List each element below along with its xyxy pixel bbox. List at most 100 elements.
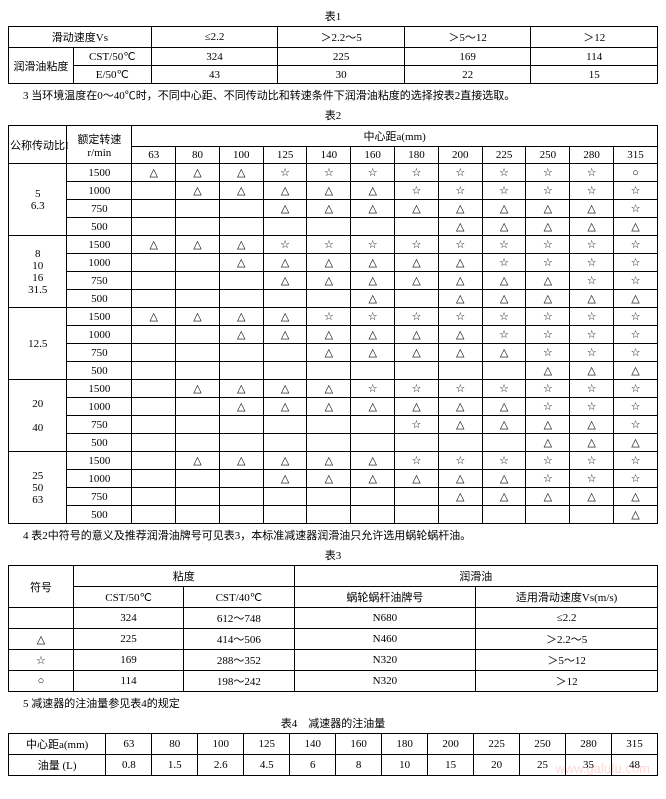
- t3-sub-0: CST/50℃: [73, 587, 183, 608]
- t2-cell: [219, 218, 263, 236]
- t2-cell: △: [351, 182, 395, 200]
- t2-cell: △: [438, 488, 482, 506]
- t1-cst-3: 169: [404, 48, 531, 66]
- t2-cell: [263, 416, 307, 434]
- t2-cell: ☆: [614, 452, 658, 470]
- t4-cell: 25: [520, 755, 566, 776]
- t2-cell: △: [219, 182, 263, 200]
- t2-cell: [219, 362, 263, 380]
- t2-cell: △: [219, 326, 263, 344]
- t2-cell: △: [176, 236, 220, 254]
- t2-cell: ☆: [307, 308, 351, 326]
- t2-cell: △: [570, 200, 614, 218]
- t2-cell: △: [176, 164, 220, 182]
- t2-cell: △: [176, 452, 220, 470]
- t2-cell: [263, 434, 307, 452]
- t2-cell: [395, 506, 439, 524]
- t2-cell: △: [307, 326, 351, 344]
- t2-cell: ☆: [526, 344, 570, 362]
- t2-cell: ☆: [614, 236, 658, 254]
- t2-group-4: 25 50 63: [9, 452, 67, 524]
- t2-cell: [438, 362, 482, 380]
- t2-cell: ☆: [526, 308, 570, 326]
- t2-speed-1-1: 1000: [67, 254, 132, 272]
- t2-cell: [351, 488, 395, 506]
- t2-cell: ☆: [438, 236, 482, 254]
- t4-cell: 2.6: [198, 755, 244, 776]
- t2-cell: ☆: [570, 164, 614, 182]
- t2-cell: ☆: [482, 254, 526, 272]
- t2-cell: △: [438, 218, 482, 236]
- t1-lublabel: 润滑油粘度: [9, 48, 74, 84]
- t2-cell: ☆: [438, 308, 482, 326]
- t4-cell: 140: [290, 734, 336, 755]
- t4-cell: 250: [520, 734, 566, 755]
- t2-cell: [351, 416, 395, 434]
- t2-cell: [132, 506, 176, 524]
- t4-cell: 225: [474, 734, 520, 755]
- t2-cell: △: [614, 506, 658, 524]
- t2-speed-1-3: 500: [67, 290, 132, 308]
- table2: 公称传动比I额定转速r/min中心距a(mm)63801001251401601…: [8, 125, 658, 524]
- t2-cell: △: [263, 470, 307, 488]
- t2-col-11: 315: [614, 147, 658, 164]
- t2-col-5: 160: [351, 147, 395, 164]
- t4-cell: 63: [106, 734, 152, 755]
- t3-h-visc: 粘度: [73, 566, 294, 587]
- t2-cell: [219, 272, 263, 290]
- t2-cell: △: [351, 344, 395, 362]
- t2-cell: △: [395, 470, 439, 488]
- t3-h-sym: 符号: [9, 566, 74, 608]
- note3: 3 当环境温度在0～40℃时，不同中心距、不同传动比和转速条件下润滑油粘度的选择…: [23, 87, 658, 103]
- t2-cell: [307, 416, 351, 434]
- t2-cell: [132, 470, 176, 488]
- t2-cell: △: [526, 434, 570, 452]
- t2-cell: △: [263, 272, 307, 290]
- t2-cell: [132, 488, 176, 506]
- t2-cell: ☆: [526, 254, 570, 272]
- t4-cell: 10: [382, 755, 428, 776]
- t2-cell: △: [482, 398, 526, 416]
- t3-cell: 114: [73, 671, 183, 692]
- t2-cell: [307, 506, 351, 524]
- t2-cell: ☆: [395, 416, 439, 434]
- t2-cell: ☆: [614, 272, 658, 290]
- t2-cell: △: [570, 218, 614, 236]
- t2-cell: ☆: [307, 164, 351, 182]
- t2-cell: [307, 290, 351, 308]
- t2-cell: [132, 326, 176, 344]
- t2-cell: ☆: [438, 182, 482, 200]
- t2-cell: △: [526, 290, 570, 308]
- t2-cell: △: [395, 254, 439, 272]
- t2-cell: ☆: [482, 236, 526, 254]
- t2-cell: △: [570, 362, 614, 380]
- table1: 滑动速度Vs ≤2.2 ＞2.2～5 ＞5～12 ＞12 润滑油粘度 CST/5…: [8, 26, 658, 84]
- t4-cell: 6: [290, 755, 336, 776]
- t3-sub-2: 蜗轮蜗杆油牌号: [294, 587, 476, 608]
- t2-cell: [263, 362, 307, 380]
- t2-speed-2-0: 1500: [67, 308, 132, 326]
- t1-cst-2: 225: [278, 48, 405, 66]
- t2-cell: [176, 434, 220, 452]
- t2-cell: △: [307, 200, 351, 218]
- t2-cell: ☆: [614, 344, 658, 362]
- t2-cell: △: [614, 434, 658, 452]
- t3-cell: 612～748: [184, 608, 294, 629]
- t2-cell: ☆: [570, 182, 614, 200]
- t2-cell: △: [614, 290, 658, 308]
- table3: 符号粘度润滑油CST/50℃CST/40℃蜗轮蜗杆油牌号适用滑动速度Vs(m/s…: [8, 565, 658, 692]
- t2-cell: [263, 290, 307, 308]
- t3-cell: △: [9, 629, 74, 650]
- t2-cell: [395, 290, 439, 308]
- t2-cell: △: [395, 272, 439, 290]
- t1-e-2: 30: [278, 66, 405, 84]
- t2-cell: ☆: [614, 380, 658, 398]
- t2-cell: △: [438, 200, 482, 218]
- t2-speed-3-2: 750: [67, 416, 132, 434]
- t2-cell: [351, 362, 395, 380]
- t2-speed-4-2: 750: [67, 488, 132, 506]
- t2-cell: △: [263, 254, 307, 272]
- t2-cell: △: [132, 308, 176, 326]
- t2-cell: △: [219, 254, 263, 272]
- t2-cell: △: [307, 272, 351, 290]
